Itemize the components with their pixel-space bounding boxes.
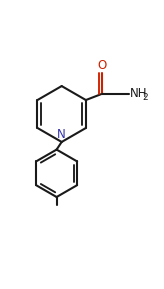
- Text: O: O: [98, 59, 107, 72]
- Text: N: N: [57, 128, 66, 141]
- Text: 2: 2: [143, 92, 148, 101]
- Text: NH: NH: [130, 87, 148, 100]
